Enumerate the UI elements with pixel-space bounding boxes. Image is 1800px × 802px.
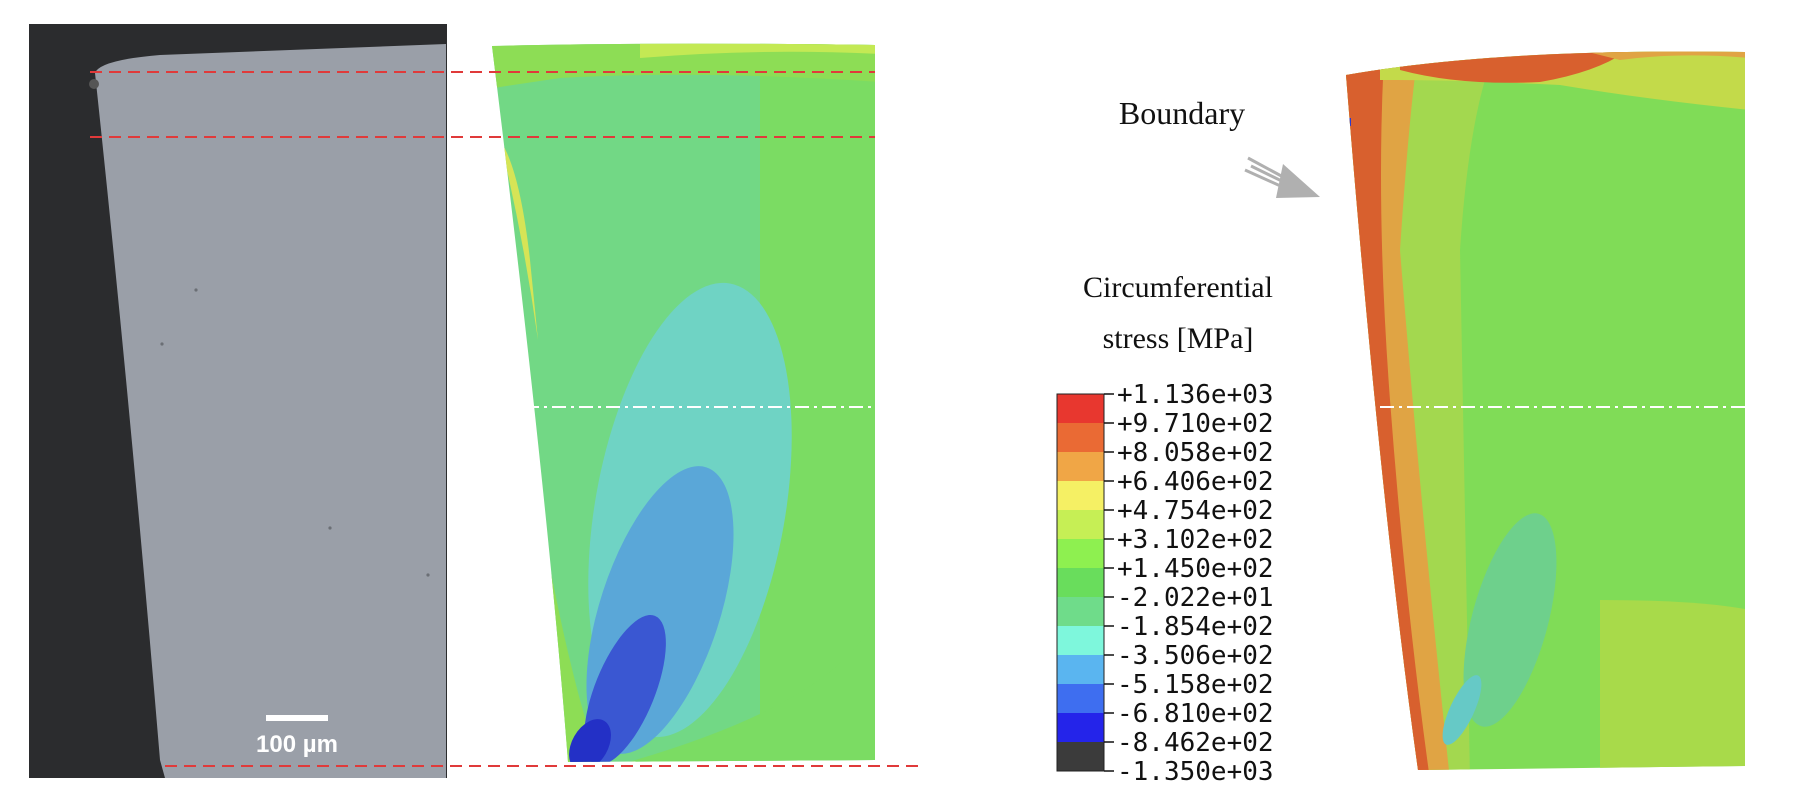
boundary-label: Boundary [1119,95,1245,131]
legend-value-10: -5.158e+02 [1117,670,1274,700]
guide-lines [90,71,1745,767]
legend-title-line1: Circumferential [1083,271,1273,304]
inclusion-dot [194,288,198,292]
legend-value-4: +4.754e+02 [1117,496,1274,526]
legend-swatch-11 [1057,713,1104,742]
legend-swatch-1 [1057,423,1104,452]
legend-value-13: -1.350e+03 [1117,757,1274,787]
legend-swatch-6 [1057,568,1104,597]
legend-value-7: -2.022e+01 [1117,583,1274,613]
legend-swatch-2 [1057,452,1104,481]
stress-contour-right [1346,51,1745,770]
legend-swatch-7 [1057,597,1104,626]
legend-swatch-0 [1057,394,1104,423]
legend-swatch-12 [1057,742,1104,771]
legend-value-8: -1.854e+02 [1117,612,1274,642]
inclusion-dot [426,573,430,577]
micrograph-panel: 100 µm [29,24,447,778]
legend-value-9: -3.506e+02 [1117,641,1274,671]
pore-mark [89,79,99,89]
stress-contour-left [492,43,875,762]
legend-swatch-5 [1057,539,1104,568]
legend-value-3: +6.406e+02 [1117,467,1274,497]
legend-swatch-8 [1057,626,1104,655]
legend-swatch-4 [1057,510,1104,539]
legend-value-5: +3.102e+02 [1117,525,1274,555]
specimen-section [95,44,446,778]
legend-value-2: +8.058e+02 [1117,438,1274,468]
legend-outline [1056,393,1105,772]
legend-swatch-9 [1057,655,1104,684]
legend-labels: +1.136e+03+9.710e+02+8.058e+02+6.406e+02… [1104,380,1274,787]
legend-title-line2: stress [MPa] [1103,322,1254,355]
inclusion-dot [160,342,164,346]
inclusion-dot [328,526,332,530]
legend-swatch-10 [1057,684,1104,713]
scale-bar-label: 100 µm [256,731,338,758]
stress-legend: Circumferential stress [MPa] +1.136e+03+… [1056,271,1274,787]
legend-value-12: -8.462e+02 [1117,728,1274,758]
legend-swatches [1056,393,1105,772]
legend-value-6: +1.450e+02 [1117,554,1274,584]
legend-swatch-3 [1057,481,1104,510]
legend-value-0: +1.136e+03 [1117,380,1274,410]
legend-value-11: -6.810e+02 [1117,699,1274,729]
scale-bar [266,715,328,721]
boundary-arrow-icon [1244,156,1320,198]
legend-value-1: +9.710e+02 [1117,409,1274,439]
